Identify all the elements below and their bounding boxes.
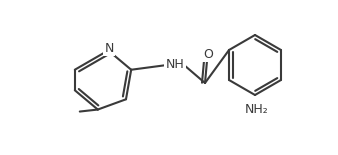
Text: N: N: [104, 42, 114, 55]
Text: NH: NH: [166, 58, 184, 71]
Text: NH₂: NH₂: [245, 103, 269, 116]
Text: O: O: [203, 47, 213, 60]
